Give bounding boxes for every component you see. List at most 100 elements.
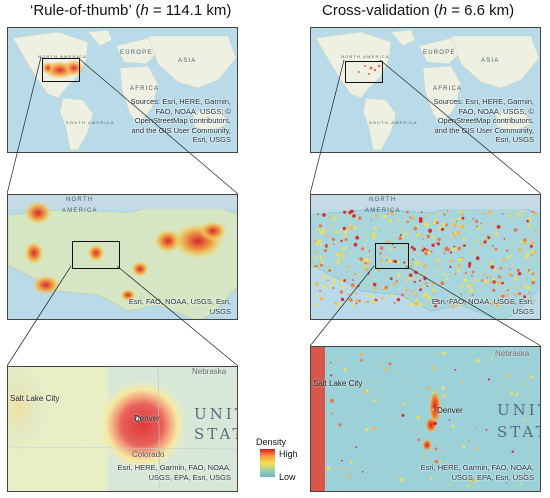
density-speckle [465,246,468,248]
density-speckle [393,234,396,236]
density-speckle [531,249,535,253]
density-speckle [489,261,494,266]
density-speckle [341,459,343,462]
left-world-map[interactable]: NORTH AMERICA EUROPE ASIA AFRICA SOUTH A… [7,27,238,153]
density-speckle [425,216,427,218]
density-speckle [370,294,375,298]
density-speckle [331,237,336,241]
density-speckle [393,246,396,249]
density-speckle [490,265,495,269]
density-speckle [441,386,445,390]
density-speckle [313,256,317,259]
density-speckle [343,367,347,372]
density-speckle [377,269,381,272]
density-speckle [511,450,514,453]
density-speckle [413,226,418,231]
right-world-map[interactable]: NORTH AMERICA EUROPE ASIA AFRICA SOUTH A… [310,27,541,153]
density-speckle [331,277,335,282]
density-speckle [322,213,326,217]
density-speckle [315,228,318,231]
density-speckle [424,251,428,256]
density-speckle [530,210,533,213]
density-speckle [451,224,453,226]
density-speckle [425,302,428,304]
right-usa-map[interactable]: NORTH AMERICA Esri, FAO, NOAA, USGS, Esr… [310,194,541,320]
density-speckle [322,284,327,289]
density-speckle [445,222,448,225]
density-speckle [427,250,431,254]
density-speckle [333,216,337,220]
density-speckle [314,251,318,255]
density-speckle [530,259,533,262]
density-speckle [434,218,438,221]
right-local-attribution: Esri, HERE, Garmin, FAO, NOAA, USGS, EPA… [420,463,534,482]
density-speckle [349,224,352,227]
density-speckle [355,302,358,305]
left-local-attribution: Esri, HERE, Garmin, FAO, NOAA, USGS, EPA… [117,463,231,482]
right-local-map[interactable]: Salt Lake City Denver Nebraska UNIT STAT… [310,346,541,492]
label-denver-left: Denver [134,414,160,423]
density-speckle [469,479,474,483]
density-speckle [457,246,461,251]
density-speckle [388,419,391,422]
density-speckle [468,288,470,291]
density-speckle [492,245,494,247]
density-speckle [354,285,357,288]
density-speckle [341,297,344,300]
density-speckle [442,222,445,225]
density-speckle [367,301,369,303]
density-speckle [336,302,340,306]
density-speckle [329,283,333,287]
density-speckle [403,231,406,234]
density-speckle [351,283,355,287]
density-speckle [524,282,526,285]
density-speckle [432,366,437,370]
density-speckle [383,215,387,219]
density-speckle [525,255,529,259]
density-speckle [510,212,513,215]
density-speckle [348,267,350,270]
density-speckle [363,243,366,246]
density-speckle [420,261,422,264]
density-speckle [496,285,498,287]
density-speckle [454,236,457,239]
density-speckle [400,477,405,482]
legend-title: Density [256,437,287,447]
density-speckle [484,279,487,282]
density-speckle [529,375,534,379]
label-north-usa-left: NORTH [66,197,94,203]
density-speckle [429,477,433,480]
label-europe-right: EUROPE [423,50,456,56]
density-speckle [401,235,405,239]
density-speckle [421,249,425,252]
density-speckle [340,239,343,242]
density-speckle [388,362,392,366]
density-speckle [433,421,437,426]
density-speckle [355,446,358,448]
density-speckle [388,219,392,223]
density-speckle [411,261,413,263]
density-speckle [409,302,414,307]
density-speckle [528,292,530,294]
density-speckle [456,230,461,235]
density-speckle [471,293,474,296]
label-africa-right: AFRICA [433,86,463,92]
label-south-america-right: SOUTH AMERICA [369,120,418,125]
left-local-map[interactable]: Salt Lake City Denver Nebraska Colorado … [7,366,238,492]
density-speckle [494,232,499,237]
density-speckle [476,225,478,228]
density-speckle [448,483,451,486]
density-speckle [348,473,351,477]
left-world-extent-box [42,58,80,82]
left-usa-map[interactable]: NORTH AMERICA Esri, FAO, NOAA, USGS, Esr… [7,194,238,320]
density-speckle [342,226,346,231]
density-speckle [453,231,457,235]
density-speckle [322,274,327,279]
density-speckle [420,211,423,213]
density-speckle [405,288,409,292]
density-speckle [419,272,422,276]
density-speckle [330,374,333,377]
density-speckle [365,286,368,288]
density-speckle [314,281,319,286]
density-speckle [373,399,377,402]
